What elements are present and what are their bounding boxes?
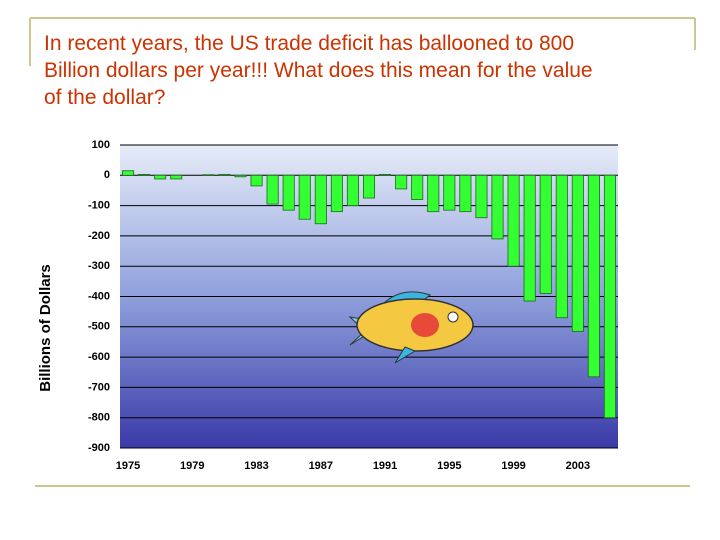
- y-tick-label: -100: [88, 200, 110, 212]
- marks: 100 0 -100 -200 -300 -400 -500 -600 -700 -800 -900…: [88, 139, 618, 472]
- x-tick-label: 1975: [116, 460, 140, 472]
- heading-line: of the dollar?: [44, 86, 166, 109]
- bar: [346, 174, 359, 207]
- bar: [202, 174, 215, 176]
- y-tick-label: -600: [88, 351, 110, 363]
- y-tick-label: -500: [88, 321, 110, 333]
- bar: [170, 174, 183, 180]
- fish-eye: [447, 311, 459, 323]
- bar: [571, 174, 584, 332]
- bar: [523, 174, 536, 302]
- bar: [427, 174, 440, 213]
- bar: [587, 174, 600, 378]
- x-tick-label: 1983: [244, 460, 268, 472]
- fish-spot: [411, 313, 439, 337]
- heading-line: Billion dollars per year!!! What does th…: [44, 59, 593, 82]
- x-tick-label: 1991: [373, 460, 397, 472]
- heading-line: In recent years, the US trade deficit ha…: [44, 32, 574, 55]
- x-tick-label: 1995: [437, 460, 461, 472]
- bar: [459, 174, 472, 213]
- x-tick-label: 2003: [566, 460, 590, 472]
- bar: [122, 170, 135, 176]
- bar: [266, 174, 279, 205]
- y-tick-label: -300: [88, 260, 110, 272]
- bar: [491, 174, 504, 240]
- bar: [379, 173, 392, 176]
- bar: [218, 173, 231, 176]
- bar: [154, 174, 167, 180]
- bar: [234, 174, 247, 178]
- bar: [138, 173, 151, 176]
- bar: [555, 174, 568, 319]
- y-axis-label: Billions of Dollars: [37, 264, 54, 392]
- x-tick-label: 1987: [309, 460, 333, 472]
- bar: [603, 174, 616, 419]
- bar: [330, 174, 343, 213]
- bar: [282, 174, 295, 211]
- bar: [539, 174, 552, 294]
- y-tick-label: -400: [88, 290, 110, 302]
- bar: [362, 174, 376, 199]
- bar: [411, 174, 424, 200]
- x-tick-label: 1979: [180, 460, 204, 472]
- y-tick-label: -700: [88, 381, 110, 393]
- y-tick-label: -800: [88, 412, 110, 424]
- y-tick-label: -900: [88, 442, 110, 454]
- bar: [443, 174, 456, 211]
- y-tick-label: 100: [92, 139, 110, 151]
- fish-fin: [394, 346, 417, 364]
- bar: [507, 174, 520, 267]
- bar: [395, 174, 408, 190]
- fish: [348, 291, 474, 364]
- y-tick-label: 0: [104, 169, 110, 181]
- heading: In recent years, the US trade deficit ha…: [44, 30, 704, 111]
- y-tick-label: -200: [88, 230, 110, 242]
- bar: [298, 174, 311, 220]
- bar: [314, 174, 327, 225]
- bar: [475, 174, 488, 219]
- x-tick-label: 1999: [501, 460, 525, 472]
- bar: [250, 174, 263, 187]
